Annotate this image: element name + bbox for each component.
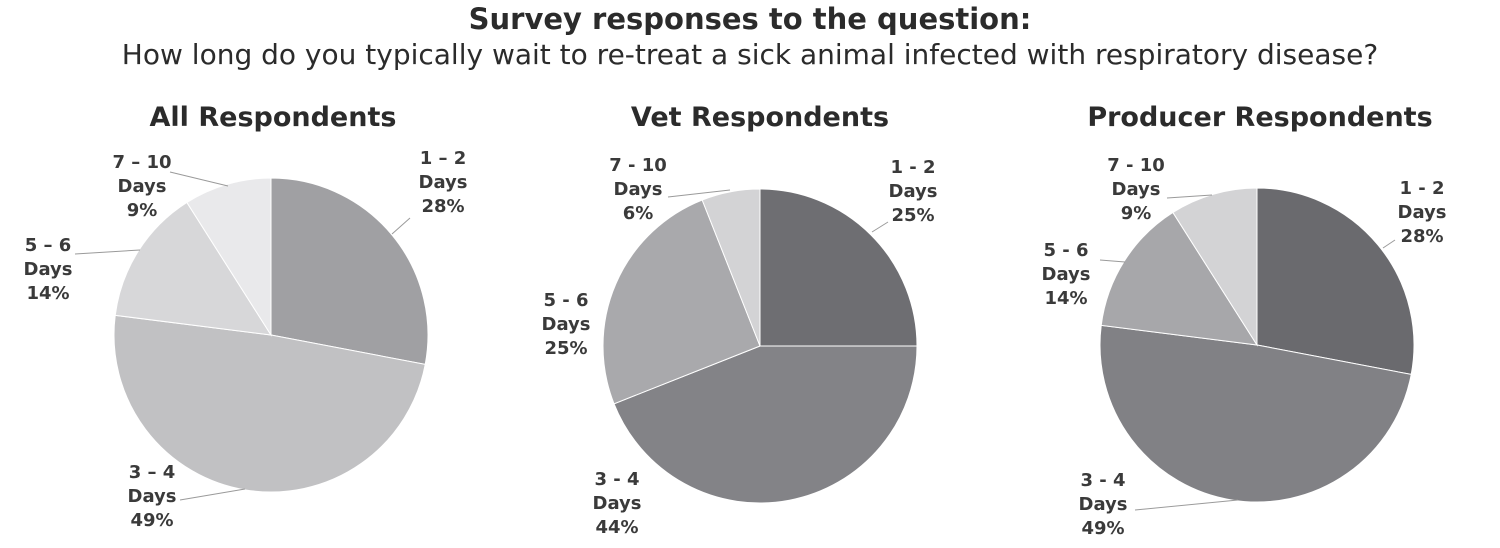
pie-slice: [270, 177, 429, 366]
pie-slice: [186, 177, 272, 337]
slice-label: 3 - 4 Days 44%: [593, 468, 642, 540]
category-label: 1 - 2 Days: [888, 157, 938, 202]
pie-slice: [114, 201, 272, 336]
pie-title: All Respondents: [149, 102, 397, 133]
slice-label: 7 - 10 Days 9%: [1107, 154, 1165, 226]
pie-slice: [113, 314, 426, 493]
leader-line: [667, 189, 731, 198]
leader-line: [391, 217, 411, 235]
pie-slice: [1100, 211, 1258, 346]
pie-slice: [602, 199, 761, 405]
value-label: 25%: [544, 338, 588, 359]
value-label: 28%: [421, 196, 465, 217]
category-label: 7 - 10 Days: [609, 155, 667, 200]
pie-title: Producer Respondents: [1087, 102, 1433, 133]
category-label: 3 – 4 Days: [127, 462, 177, 507]
slice-label: 7 - 10 Days 6%: [609, 154, 667, 226]
value-label: 28%: [1400, 226, 1444, 247]
slice-label: 1 - 2 Days 28%: [1398, 177, 1447, 249]
leader-line: [1166, 194, 1213, 199]
leader-line: [169, 171, 229, 187]
leader-line: [74, 249, 141, 255]
pie-slice: [1172, 187, 1258, 347]
category-label: 1 - 2 Days: [1397, 178, 1447, 223]
category-label: 3 - 4 Days: [1078, 470, 1128, 515]
leader-line: [1134, 499, 1239, 511]
value-label: 6%: [622, 203, 654, 224]
category-label: 7 – 10 Days: [112, 152, 172, 197]
pie-slice: [701, 188, 761, 347]
slice-label: 1 – 2 Days 28%: [419, 147, 468, 219]
slice-label: 5 - 6 Days 14%: [1042, 239, 1091, 311]
pie-slice: [613, 345, 918, 504]
value-label: 9%: [126, 200, 158, 221]
slice-label: 7 – 10 Days 9%: [112, 151, 171, 223]
category-label: 5 - 6 Days: [1041, 240, 1091, 285]
slice-label: 5 - 6 Days 25%: [542, 289, 591, 361]
category-label: 7 - 10 Days: [1107, 155, 1165, 200]
chart-subtitle: How long do you typically wait to re-tre…: [121, 38, 1379, 71]
slice-label: 3 – 4 Days 49%: [128, 461, 177, 533]
value-label: 44%: [595, 517, 639, 538]
leader-line: [1099, 259, 1126, 263]
pie-slice: [759, 188, 918, 347]
pie-slice: [1256, 187, 1415, 376]
slice-label: 3 - 4 Days 49%: [1079, 469, 1128, 541]
pie-slice: [1099, 324, 1412, 503]
pie-title: Vet Respondents: [630, 102, 890, 133]
value-label: 9%: [1120, 203, 1152, 224]
category-label: 1 – 2 Days: [418, 148, 468, 193]
leader-line: [871, 221, 889, 233]
chart-title: Survey responses to the question:: [468, 2, 1032, 36]
category-label: 3 - 4 Days: [592, 469, 642, 514]
category-label: 5 - 6 Days: [541, 290, 591, 335]
value-label: 49%: [130, 510, 174, 531]
value-label: 25%: [891, 205, 935, 226]
category-label: 5 – 6 Days: [23, 235, 73, 280]
leader-line: [1382, 239, 1396, 249]
leader-line: [179, 488, 246, 501]
slice-label: 1 - 2 Days 25%: [889, 156, 938, 228]
value-label: 14%: [1044, 288, 1088, 309]
value-label: 49%: [1081, 518, 1125, 539]
value-label: 14%: [26, 283, 70, 304]
slice-label: 5 – 6 Days 14%: [24, 234, 73, 306]
